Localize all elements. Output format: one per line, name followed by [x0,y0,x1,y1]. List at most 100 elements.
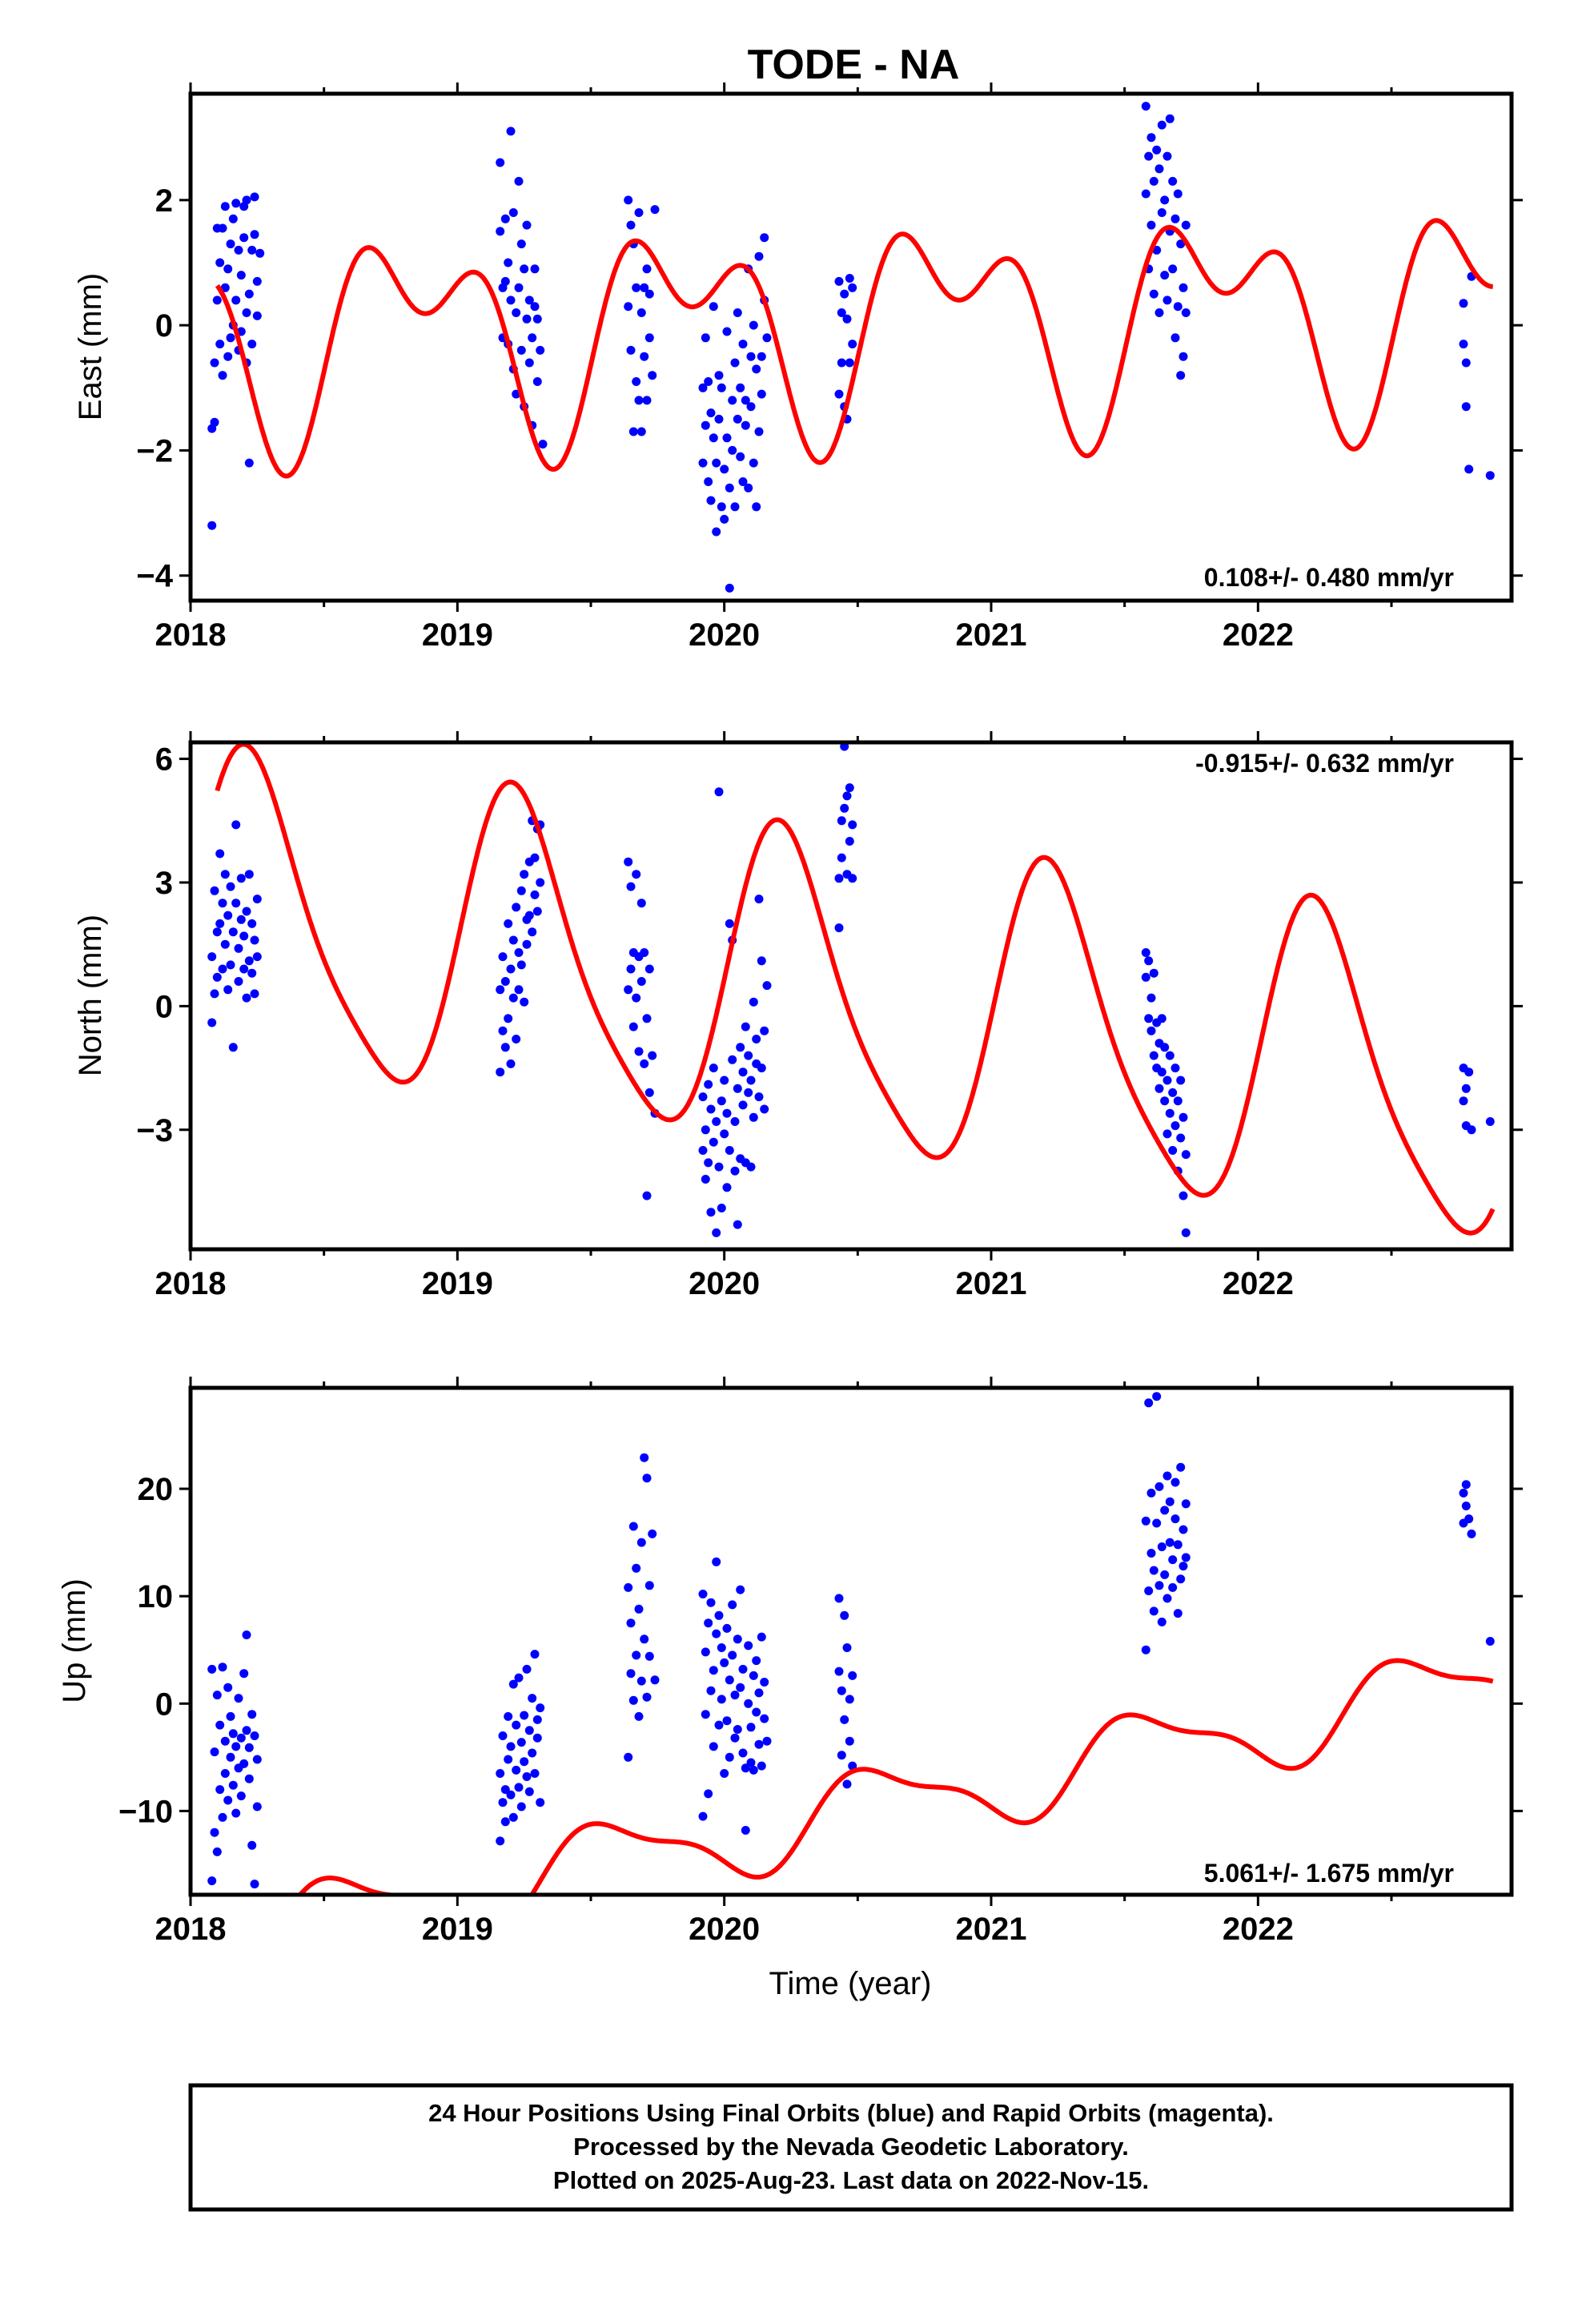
north-data-point [220,939,230,949]
up-data-point [1149,1566,1158,1575]
up-data-point [1467,1529,1476,1538]
up-data-point [1165,1538,1174,1547]
up-data-point [500,1817,510,1827]
north-data-point [1459,1096,1468,1106]
up-data-point [1160,1506,1170,1515]
east-data-point [244,458,254,468]
east-data-point [1459,340,1468,349]
east-data-point [255,248,265,258]
up-data-point [760,1678,769,1687]
east-data-point [757,352,766,361]
north-data-point [733,1220,742,1229]
north-data-point [1170,1063,1180,1073]
east-x-tick-label: 2018 [155,617,227,653]
up-data-point [223,1795,233,1805]
north-data-point [1146,993,1156,1003]
north-data-point [1144,1014,1154,1023]
up-data-point [840,1715,849,1724]
east-data-point [704,477,713,486]
up-data-point [754,1739,764,1749]
north-data-point [746,1076,756,1085]
east-data-point [714,414,724,424]
east-data-point [640,283,649,292]
east-data-point [239,233,249,243]
north-data-point [210,886,219,895]
up-data-point [845,1695,854,1704]
north-data-point [1170,1121,1180,1131]
up-data-point [1461,1502,1471,1510]
up-data-point [754,1688,764,1698]
north-data-point [701,1175,710,1184]
up-data-point [845,1736,854,1746]
north-y-tick-label: 3 [155,866,173,901]
footer-line-3: Plotted on 2025-Aug-23. Last data on 202… [553,2166,1149,2194]
north-data-point [1162,1076,1172,1085]
east-data-point [1144,151,1154,161]
north-data-point [223,911,233,920]
east-x-tick-label: 2019 [422,617,493,653]
north-data-point [244,956,254,966]
east-x-tick-label: 2021 [956,617,1027,653]
north-data-point [840,742,849,751]
north-data-point [848,874,857,883]
up-data-point [730,1691,740,1700]
up-data-point [1178,1525,1188,1534]
east-data-point [840,289,849,299]
up-data-point [741,1763,750,1773]
up-data-point [223,1683,233,1692]
east-data-point [215,340,225,349]
up-data-point [834,1667,844,1676]
up-data-point [498,1798,508,1807]
north-data-point [730,1117,740,1126]
up-data-point [212,1691,222,1700]
north-data-point [725,1146,734,1155]
east-data-point [226,239,235,249]
east-data-point [762,333,772,343]
up-data-point [640,1453,649,1462]
up-data-point [746,1723,756,1732]
up-data-point [1141,1645,1150,1655]
north-data-point [624,857,633,866]
north-data-point [730,1166,740,1176]
up-data-point [701,1710,710,1719]
up-data-point [640,1634,649,1644]
up-data-point [1152,1392,1162,1401]
east-data-point [834,389,844,399]
east-data-point [242,195,251,205]
up-data-point [522,1664,532,1674]
up-data-point [720,1769,729,1778]
north-data-point [1168,1146,1178,1155]
north-data-point [1162,1129,1172,1139]
east-data-point [714,371,724,380]
up-x-tick-label: 2019 [422,1912,493,1947]
east-data-point [725,583,734,593]
east-data-point [1464,464,1474,474]
up-data-point [712,1629,721,1638]
up-data-point [752,1656,761,1666]
east-data-point [1160,195,1170,205]
north-data-point [226,882,235,891]
up-data-point [1173,1540,1182,1550]
east-data-point [644,333,654,343]
east-data-point [234,245,243,255]
north-data-point [514,985,524,995]
up-data-point [1459,1488,1468,1498]
x-axis-label: Time (year) [769,1966,932,2001]
north-data-point [744,1088,753,1097]
east-data-point [634,208,644,217]
up-data-point [730,1733,740,1743]
east-data-point [1157,120,1166,130]
up-data-point [650,1675,660,1685]
up-data-point [632,1651,641,1660]
east-data-point [1149,289,1158,299]
north-data-point [524,911,534,920]
east-data-point [1178,283,1188,292]
east-data-point [701,333,710,343]
footer-frame [188,2083,1514,2212]
up-data-point [736,1585,745,1594]
up-data-point [536,1703,545,1713]
north-data-point [244,870,254,879]
north-data-point [704,1080,713,1089]
north-data-point [532,907,542,916]
up-data-point [215,1785,225,1795]
